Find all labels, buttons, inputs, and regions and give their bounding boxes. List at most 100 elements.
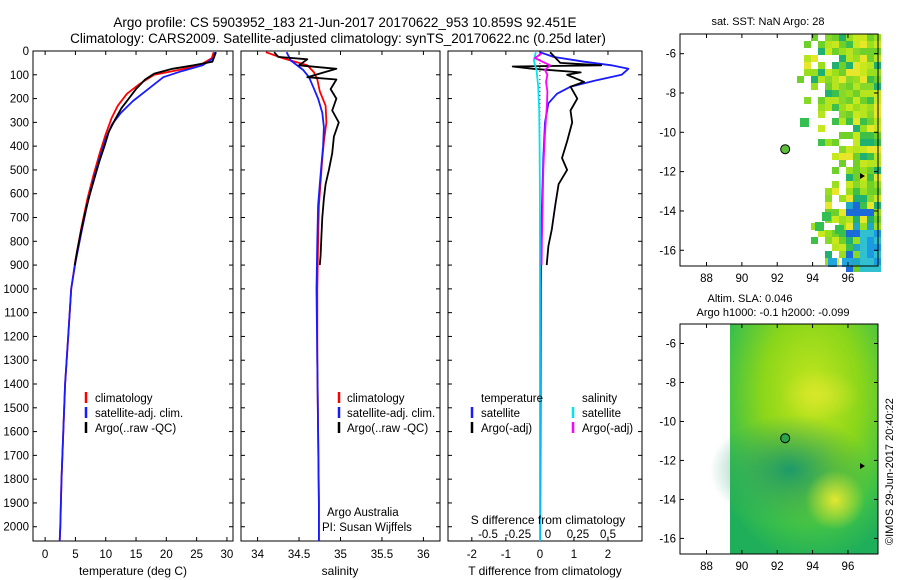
sst-cell [818,76,825,83]
sst-cell [839,41,846,48]
legend-t-satellite-label: satellite [481,408,520,420]
profile-lines [58,51,630,542]
sst-cell [818,139,825,146]
sst-cell [846,195,853,202]
x-tick-label: -1 [501,549,511,561]
sst-cell [867,251,874,258]
sst-cell [818,62,825,69]
sst-cell [846,153,853,160]
sst-cell [846,76,853,83]
sst-cell [853,97,860,104]
x-tick-label: 0 [42,549,48,561]
y-tick-label: 1100 [4,308,29,320]
sst-cell [860,244,867,251]
sst-cell [867,118,874,125]
sst-cell [874,265,881,272]
temperature-profile-climatology-line [58,51,215,542]
sst-cell [853,146,860,153]
y-tick-label: 1500 [3,403,29,415]
sst-cell [867,48,874,55]
map-y-tick-label: -16 [659,245,676,257]
sst-cell [835,225,844,234]
sst-cell [867,104,874,111]
sst-cell [846,118,853,125]
sst-cell [839,216,846,223]
sst-cell [846,216,853,223]
y-tick-label: 1600 [3,427,29,439]
x-tick-label: 10 [99,549,112,561]
sst-cell [867,237,874,244]
map-y-tick-label: -10 [659,127,676,139]
sst-cell [839,111,846,118]
sst-cell [853,202,860,209]
sst-cell [867,69,874,76]
map-y-tick-label: -12 [659,455,676,467]
sst-cell [846,167,853,174]
sst-cell [846,83,853,90]
sst-cell [860,132,867,139]
sst-cell [839,244,846,251]
sst-cell [825,188,832,195]
s-tick-label: 0.5 [600,529,616,541]
sst-cell [832,62,839,69]
sst-cell [832,216,839,223]
sst-cell [853,167,860,174]
sst-cell [839,160,846,167]
y-tick-label: 800 [10,236,29,248]
sst-cell [825,230,832,237]
sst-cell [828,258,837,267]
difference-profile-s-argo-line [533,52,551,266]
sst-cell [839,34,846,41]
sst-cell [846,188,853,195]
sst-cell [825,34,832,41]
sst-cell [860,139,867,146]
sst-cell [860,237,867,244]
salinity-legend: climatology satellite-adj. clim. Argo(..… [322,392,435,534]
sst-cell [825,237,832,244]
y-tick-label: 0 [23,46,29,58]
sst-cell [853,153,860,160]
sst-argo-position-marker [780,144,791,155]
temperature-profile-argo-line [73,51,217,266]
sst-cell [811,34,818,41]
y-tick-label: 2000 [3,522,29,534]
argo-australia-label: Argo Australia [327,507,399,519]
sst-cell [867,62,874,69]
sst-cell [818,97,825,104]
sla-float-track-arrow [860,463,865,469]
legend-s-satellite-label: satellite [582,408,621,420]
sst-cell [825,97,832,104]
sst-cell [839,118,846,125]
sst-cell [846,237,853,244]
salinity-axes: 34 34.5 35 35.5 36 [241,50,440,561]
s-tick-label: -0.25 [505,529,531,541]
sst-cell [860,167,867,174]
sst-cell [860,111,867,118]
sst-cell [867,167,874,174]
sst-cell [846,55,853,62]
sst-cell [853,76,860,83]
sst-cell [846,244,853,251]
sst-cell [839,104,846,111]
sla-map: 88 90 92 94 96 -6 -8 -10 -12 -14 -16 [659,323,879,573]
sst-cell [867,265,874,272]
sst-cell [860,118,867,125]
sst-cell [811,69,818,76]
map-y-tick-label: -14 [659,494,676,506]
sst-cell [867,244,874,251]
sst-cell [825,83,832,90]
sst-cell [853,118,860,125]
sst-cell [853,195,860,202]
sst-cell [867,132,874,139]
sst-cell [860,251,867,258]
sst-cell [860,34,867,41]
sst-cell [832,76,839,83]
sst-cell [867,181,874,188]
sst-cell [853,160,860,167]
difference-profile-t-argo-line [511,51,603,266]
sla-map-frame [679,323,879,555]
y-tick-label: 300 [10,117,29,129]
sst-cell [811,83,818,90]
sst-cell [825,139,832,146]
x-tick-label: 5 [72,549,78,561]
